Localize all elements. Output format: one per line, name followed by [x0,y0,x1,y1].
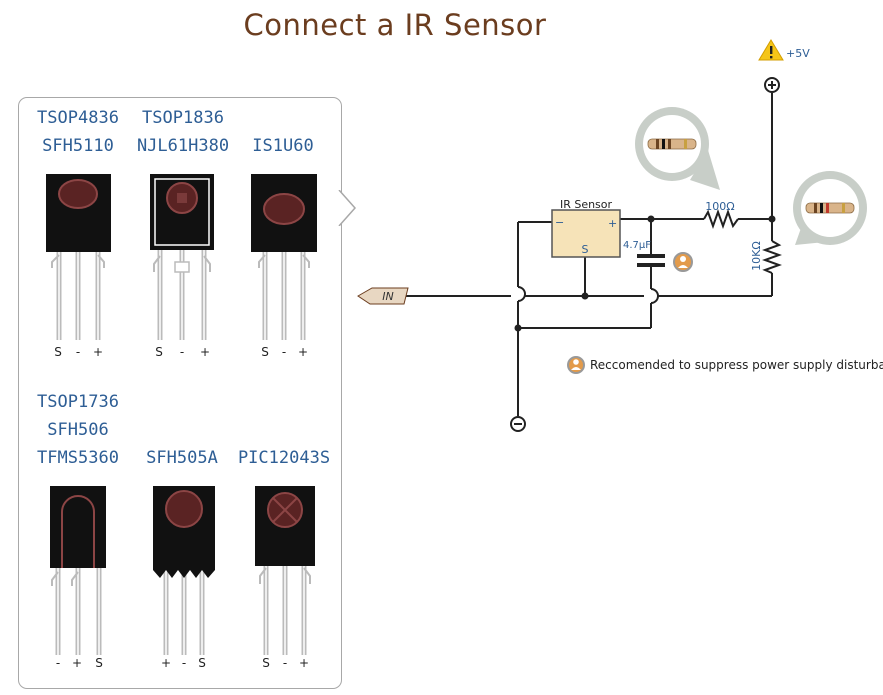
part-label-is1u60: IS1U60 [252,136,314,156]
part-label-pic12043s: PIC12043S [237,448,331,468]
note-badge-icon [567,356,585,374]
sensor-plus-label: + [608,217,617,230]
input-label: IN [382,290,393,303]
resistor-100-ohm-icon [703,209,739,229]
page-title: Connect a IR Sensor [243,8,547,42]
supply-voltage-label: +5V [786,47,810,60]
resistor-10k-callout-icon [793,171,867,245]
sensor-sfh505a-icon [153,486,215,655]
part-label-tsop1736: TSOP1736 SFH506 TFMS5360 [37,392,119,468]
sensor-is1u60-icon [251,174,317,340]
part-label-sfh505a: SFH505A [146,448,218,468]
ir-sensor-block [551,209,621,258]
capacitor-badge-icon [673,252,693,272]
capacitor-label: 4.7µF [623,240,651,251]
part-label-tsop4836: TSOP4836 SFH5110 [37,108,119,156]
sensor-s-label: S [582,243,589,256]
resistor-10k-icon [762,240,782,274]
sensor-tsop4836-icon [46,174,111,340]
sensor-minus-label: − [555,216,564,229]
ground-terminal-icon [510,416,526,432]
sensor-tsop1736-icon [50,486,106,655]
part-label-tsop1836: TSOP1836 NJL61H380 [136,108,230,156]
warning-icon [758,39,784,61]
capacitor-note: Reccomended to suppress power supply dis… [566,355,883,375]
panel-pointer [338,190,357,226]
resistor-10k-label: 10KΩ [750,241,763,271]
sensor-tsop1836-icon [150,174,214,340]
capacitor-icon [637,254,665,267]
vcc-terminal-icon [764,77,780,93]
note-text: Reccomended to suppress power supply dis… [590,358,883,372]
resistor-100-ohm-callout-icon [635,107,720,190]
sensor-label: IR Sensor [560,198,613,211]
resistor-100-label: 100Ω [705,200,734,213]
input-connector-icon [357,287,409,305]
sensor-pic12043s-icon [255,486,315,655]
